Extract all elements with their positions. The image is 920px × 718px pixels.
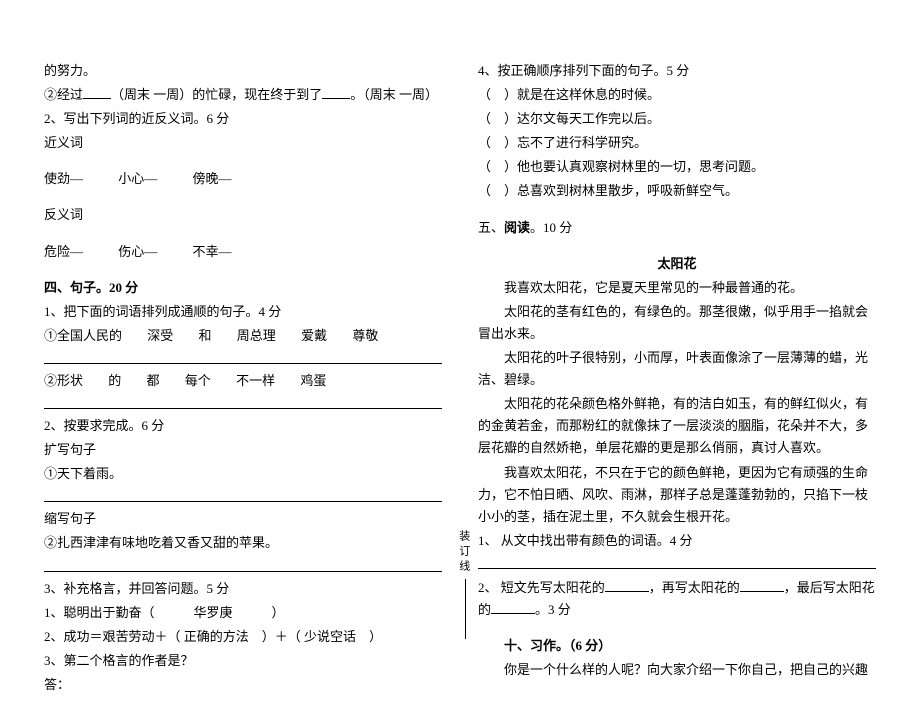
blank xyxy=(491,602,535,614)
word: 尊敬 xyxy=(352,328,378,343)
word: 使劲— xyxy=(44,171,83,186)
order-item: （ ）就是在这样休息的时候。 xyxy=(478,84,876,106)
q4-order: 4、按正确顺序排列下面的句子。5 分 xyxy=(478,60,876,82)
word: 伤心— xyxy=(118,244,157,259)
synonym-row: 使劲— 小心— 傍晚— xyxy=(44,168,442,190)
paragraph: 你是一个什么样的人呢？向大家介绍一下你自己，把自己的兴趣 xyxy=(478,659,876,681)
q4-2: 2、按要求完成。6 分 xyxy=(44,415,442,437)
article-title: 太阳花 xyxy=(478,253,876,275)
reading-q1: 1、 从文中找出带有颜色的词语。4 分 xyxy=(478,530,876,552)
item: 2、成功＝艰苦劳动＋（ 正确的方法 ）＋（ 少说空话 ） xyxy=(44,626,442,648)
blank xyxy=(322,87,350,99)
word: 鸡蛋 xyxy=(300,373,326,388)
q4-3: 3、补充格言，并回答问题。5 分 xyxy=(44,578,442,600)
expand-label: 扩写句子 xyxy=(44,439,442,461)
order-item: （ ）总喜欢到树林里散步，呼吸新鲜空气。 xyxy=(478,180,876,202)
text: 。（周末 一周） xyxy=(350,87,438,102)
reading-q2: 2、 短文先写太阳花的，再写太阳花的，最后写太阳花的。3 分 xyxy=(478,577,876,621)
binding-gutter: 装订线 xyxy=(454,530,476,639)
word: 危险— xyxy=(44,244,83,259)
section-10-title: 十、习作。（6 分） xyxy=(478,635,876,657)
text: 的努力。 xyxy=(44,60,442,82)
word: ②形状 xyxy=(44,373,83,388)
text: ，再写太阳花的 xyxy=(649,580,740,595)
word: 不一样 xyxy=(236,373,275,388)
answer-line xyxy=(44,350,442,364)
item: ①天下着雨。 xyxy=(44,463,442,485)
paragraph: 我喜欢太阳花，不只在于它的颜色鲜艳，更因为它有顽强的生命力，它不怕日晒、风吹、雨… xyxy=(478,462,876,528)
label-synonym: 近义词 xyxy=(44,132,442,154)
text: 阅读 xyxy=(504,220,530,235)
shrink-label: 缩写句子 xyxy=(44,508,442,530)
antonym-row: 危险— 伤心— 不幸— xyxy=(44,241,442,263)
answer-label: 答： xyxy=(44,674,442,696)
text: 五、 xyxy=(478,220,504,235)
text: （周末 一周）的忙碌，现在终于到了 xyxy=(111,87,322,102)
text: ②经过 （周末 一周）的忙碌，现在终于到了 。（周末 一周） xyxy=(44,84,442,106)
paragraph: 我喜欢太阳花，它是夏天里常见的一种最普通的花。 xyxy=(478,277,876,299)
word: 的 xyxy=(108,373,121,388)
word-row: ①全国人民的 深受 和 周总理 爱戴 尊敬 xyxy=(44,325,442,347)
item: 1、聪明出于勤奋（ 华罗庚 ） xyxy=(44,602,442,624)
gutter-line xyxy=(465,579,466,639)
word: 每个 xyxy=(185,373,211,388)
word: 爱戴 xyxy=(301,328,327,343)
text: 。10 分 xyxy=(530,220,572,235)
answer-line xyxy=(478,555,876,569)
word: ①全国人民的 xyxy=(44,328,122,343)
word: 不幸— xyxy=(193,244,232,259)
word: 都 xyxy=(147,373,160,388)
marker-2: ②经过 xyxy=(44,84,83,106)
word: 深受 xyxy=(147,328,173,343)
section-4-title: 四、句子。20 分 xyxy=(44,277,442,299)
paragraph: 太阳花的花朵颜色格外鲜艳，有的洁白如玉，有的鲜红似火，有的金黄若金，而那粉红的就… xyxy=(478,393,876,459)
word-row: ②形状 的 都 每个 不一样 鸡蛋 xyxy=(44,370,442,392)
paragraph: 太阳花的茎有红色的，有绿色的。那茎很嫩，似乎用手一掐就会冒出水来。 xyxy=(478,301,876,345)
text: 。3 分 xyxy=(535,602,571,617)
order-item: （ ）达尔文每天工作完以后。 xyxy=(478,108,876,130)
blank xyxy=(740,580,784,592)
item: 3、第二个格言的作者是？ xyxy=(44,650,442,672)
text: 2、 短文先写太阳花的 xyxy=(478,580,605,595)
answer-line xyxy=(44,488,442,502)
label-antonym: 反义词 xyxy=(44,204,442,226)
blank xyxy=(83,87,111,99)
word: 小心— xyxy=(118,171,157,186)
answer-line xyxy=(44,395,442,409)
word: 和 xyxy=(199,328,212,343)
order-item: （ ）忘不了进行科学研究。 xyxy=(478,132,876,154)
q2-title: 2、写出下列词的近反义词。6 分 xyxy=(44,108,442,130)
q4-1: 1、把下面的词语排列成通顺的句子。4 分 xyxy=(44,301,442,323)
item: ②扎西津津有味地吃着又香又甜的苹果。 xyxy=(44,532,442,554)
section-5-title: 五、阅读。10 分 xyxy=(478,217,876,239)
paragraph: 太阳花的叶子很特别，小而厚，叶表面像涂了一层薄薄的蜡，光洁、碧绿。 xyxy=(478,347,876,391)
gutter-text: 装订线 xyxy=(454,530,473,575)
order-item: （ ）他也要认真观察树林里的一切，思考问题。 xyxy=(478,156,876,178)
word: 傍晚— xyxy=(193,171,232,186)
word: 周总理 xyxy=(237,328,276,343)
answer-line xyxy=(44,558,442,572)
blank xyxy=(605,580,649,592)
